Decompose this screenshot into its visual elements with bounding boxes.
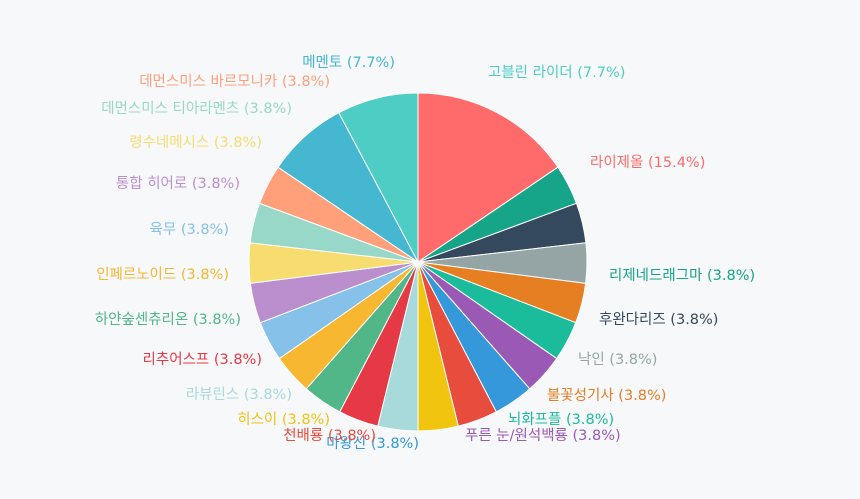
slice-label-name: 하얀숲센츄리온 (95, 311, 188, 328)
slice-label-name: 라뷰린스 (186, 386, 239, 403)
slice-label-name: 낙인 (578, 351, 605, 368)
slice-label: 마왕신 (3.8%) (326, 435, 419, 452)
slice-label-name: 후완다리즈 (599, 311, 666, 328)
slice-label-percent: (3.8%) (702, 268, 755, 284)
slice-label: 육무 (3.8%) (150, 222, 229, 238)
slice-label-name: 통합 히어로 (116, 175, 187, 192)
slice-label: 뇌화프플 (3.8%) (508, 411, 614, 428)
pie-slice[interactable] (338, 92, 419, 263)
slice-label-percent: (3.8%) (209, 135, 262, 151)
slice-label: 메멘토 (7.7%) (302, 54, 395, 71)
slice-label: 푸른 눈/원석백룡 (3.8%) (465, 427, 621, 444)
slice-label-percent: (3.8%) (176, 267, 229, 283)
slice-label: 후완다리즈 (3.8%) (599, 311, 718, 328)
slice-label-percent: (3.8%) (239, 101, 292, 117)
slice-label-percent: (3.8%) (605, 352, 658, 368)
slice-label: 인페르노이드 (3.8%) (96, 266, 229, 283)
slice-label-name: 고블린 라이더 (488, 64, 573, 81)
slice-label-percent: (3.8%) (666, 312, 719, 328)
slice-label-percent: (3.8%) (277, 74, 330, 90)
slice-label-name: 라이제올 (590, 154, 643, 171)
slice-label: 라뷰린스 (3.8%) (186, 386, 292, 403)
slice-label-percent: (3.8%) (277, 412, 330, 428)
slice-label-name: 뇌화프플 (508, 411, 561, 428)
slice-label-name: 데먼스미스 티아라멘츠 (101, 100, 239, 117)
slice-label: 히스이 (3.8%) (237, 411, 330, 428)
slice-label-name: 메멘토 (302, 54, 342, 71)
slice-label-name: 데먼스미스 바르모니카 (139, 73, 277, 90)
slice-label-percent: (3.8%) (614, 388, 667, 404)
pie-slices (248, 92, 588, 432)
slice-label: 령수네메시스 (3.8%) (129, 134, 262, 151)
slice-label-name: 불꽃성기사 (547, 387, 614, 404)
slice-label-name: 천배룡 (283, 427, 323, 444)
slice-label: 데먼스미스 티아라멘츠 (3.8%) (101, 100, 292, 117)
pie-slice[interactable] (417, 92, 559, 263)
slice-label: 리추어스프 (3.8%) (143, 351, 262, 368)
slice-label: 고블린 라이더 (7.7%) (488, 64, 625, 81)
slice-label-name: 리제네드래그마 (609, 267, 702, 284)
slice-label: 하얀숲센츄리온 (3.8%) (95, 311, 241, 328)
slice-label-percent: (3.8%) (188, 312, 241, 328)
slice-label: 라이제올 (15.4%) (590, 154, 705, 171)
slice-label: 낙인 (3.8%) (578, 351, 657, 368)
slice-label-percent: (3.8%) (239, 387, 292, 403)
slice-label-name: 히스이 (237, 411, 277, 428)
slice-label-name: 령수네메시스 (129, 134, 209, 151)
slice-label: 불꽃성기사 (3.8%) (547, 387, 666, 404)
slice-label: 통합 히어로 (3.8%) (116, 175, 240, 192)
slice-label-percent: (3.8%) (561, 412, 614, 428)
slice-label: 천배룡 (3.8%) (283, 427, 376, 444)
slice-label: 리제네드래그마 (3.8%) (609, 267, 755, 284)
slice-label-percent: (3.8%) (366, 436, 419, 452)
slice-label-percent: (3.8%) (176, 222, 229, 238)
slice-label-percent: (3.8%) (323, 428, 376, 444)
slice-label-name: 푸른 눈/원석백룡 (465, 427, 568, 444)
pie-labels: 라이제올 (15.4%)리제네드래그마 (3.8%)후완다리즈 (3.8%)낙인… (95, 54, 755, 452)
slice-label-percent: (15.4%) (643, 155, 705, 171)
slice-label-percent: (3.8%) (187, 176, 240, 192)
slice-label-percent: (7.7%) (342, 55, 395, 71)
slice-label-name: 육무 (150, 222, 177, 238)
slice-label-name: 인페르노이드 (96, 266, 176, 283)
slice-label-name: 마왕신 (326, 435, 366, 452)
slice-label-percent: (3.8%) (209, 352, 262, 368)
slice-label-name: 리추어스프 (143, 351, 210, 368)
slice-label: 데먼스미스 바르모니카 (3.8%) (139, 73, 330, 90)
slice-label-percent: (7.7%) (573, 65, 626, 81)
slice-label-percent: (3.8%) (568, 428, 621, 444)
